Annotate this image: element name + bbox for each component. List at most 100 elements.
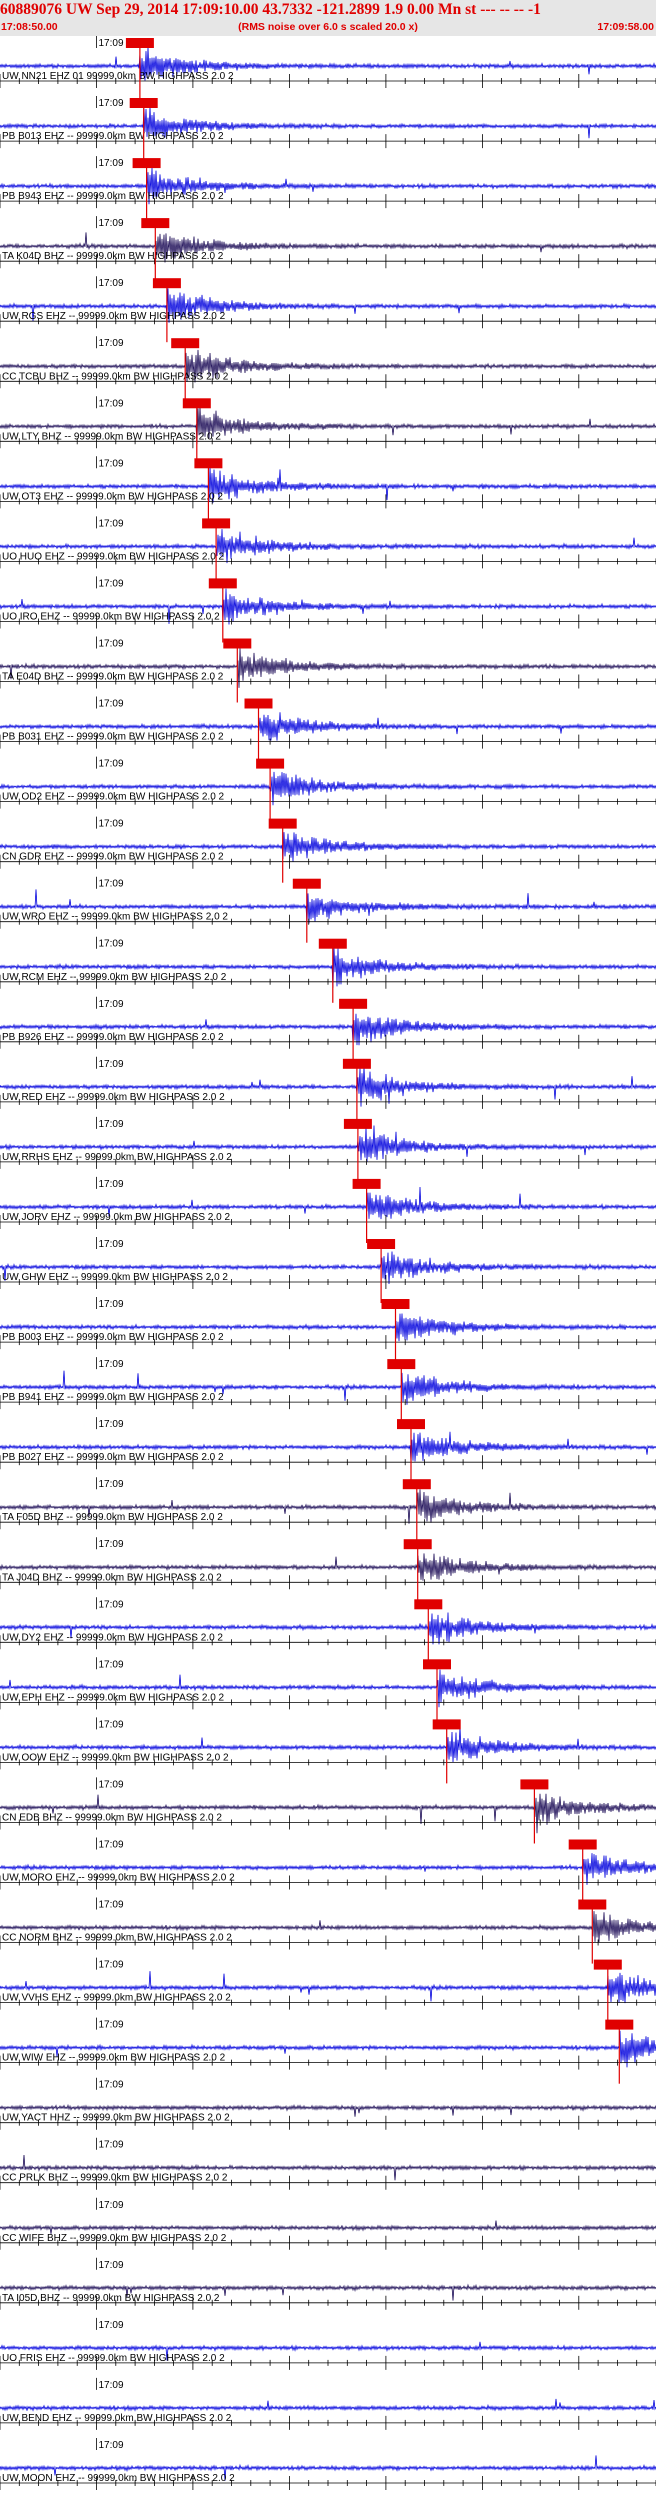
pick-flag — [194, 458, 223, 469]
station-label: UW JORV EHZ -- 99999.0km BW HIGHPASS 2.0… — [2, 1212, 230, 1223]
pick-flag — [367, 1239, 396, 1249]
waveform-trace — [0, 466, 656, 503]
station-label: TA I05D BHZ -- 99999.0km BW HIGHPASS 2.0… — [2, 2293, 220, 2304]
station-label: CC TCBU BHZ -- 99999.0km BW HIGHPASS 2.0… — [2, 371, 229, 382]
waveform-trace — [0, 1971, 656, 2004]
waveform-trace — [0, 1612, 656, 1645]
waveform-trace — [0, 889, 656, 925]
station-label: UW LTY BHZ -- 99999.0km BW HIGHPASS 2.0 … — [2, 431, 221, 442]
waveform-trace — [0, 1726, 656, 1763]
waveform-trace — [0, 1489, 656, 1524]
station-label: UW GHW EHZ -- 99999.0km BW HIGHPASS 2.0 … — [2, 1272, 228, 1283]
waveform-trace — [0, 2341, 656, 2361]
waveform-trace — [0, 1669, 656, 1708]
pick-flag — [171, 338, 200, 349]
pick-flag — [414, 1599, 443, 1610]
noise-note: (RMS noise over 6.0 s scaled 20.0 x) — [238, 21, 418, 33]
minute-label: 17:09 — [99, 158, 124, 169]
waveform-trace — [0, 106, 656, 139]
minute-label: 17:09 — [99, 2140, 124, 2151]
pick-flag — [292, 878, 321, 889]
waveform-trace — [0, 771, 656, 806]
station-label: UW MOON EHZ -- 99999.0km BW HIGHPASS 2.0… — [2, 2473, 235, 2484]
station-label: UW RED EHZ -- 99999.0km BW HIGHPASS 2.0 … — [2, 1092, 225, 1103]
waveform-trace — [0, 1066, 656, 1107]
minute-label: 17:09 — [99, 2080, 124, 2091]
minute-label: 17:09 — [99, 1059, 124, 1070]
station-label: UW RCM EHZ -- 99999.0km BW HIGHPASS 2.0 … — [2, 972, 227, 983]
station-label: UW WIW EHZ -- 99999.0km BW HIGHPASS 2.0 … — [2, 2053, 226, 2064]
station-label: UW MORO EHZ -- 99999.0km BW HIGHPASS 2.0… — [2, 1873, 235, 1884]
pick-flag — [339, 998, 368, 1009]
station-label: UW DY2 EHZ -- 99999.0km BW HIGHPASS 2.0 … — [2, 1632, 223, 1643]
pick-flag — [387, 1359, 416, 1370]
station-label: UW BEND EHZ -- 99999.0km BW HIGHPASS 2.0… — [2, 2413, 232, 2424]
pick-flag — [342, 1058, 371, 1069]
minute-label: 17:09 — [99, 2320, 124, 2331]
minute-label: 17:09 — [99, 38, 124, 49]
waveform-trace — [0, 2283, 656, 2301]
station-label: UO FRIS EHZ -- 99999.0km BW HIGHPASS 2.0… — [2, 2353, 225, 2364]
minute-label: 17:09 — [99, 2440, 124, 2451]
station-label: UW NN21 EHZ 01 99999.0km BW HIGHPASS 2.0… — [2, 71, 234, 82]
waveform-trace — [0, 1013, 656, 1046]
minute-label: 17:09 — [99, 338, 124, 349]
minute-label: 17:09 — [99, 939, 124, 950]
waveform-trace — [0, 406, 656, 445]
pick-flag — [593, 1959, 622, 1970]
pick-flag — [578, 1899, 607, 1910]
waveform-trace — [0, 712, 656, 741]
minute-label: 17:09 — [99, 1359, 124, 1370]
station-label: UW WRO EHZ -- 99999.0km BW HIGHPASS 2.0 … — [2, 912, 228, 923]
station-label: UW RGS EHZ -- 99999.0km BW HIGHPASS 2.0 … — [2, 311, 226, 322]
waveform-trace — [0, 2455, 656, 2481]
waveform-trace — [0, 2220, 656, 2234]
minute-label: 17:09 — [99, 699, 124, 710]
pick-flag — [182, 398, 211, 409]
waveform-trace — [0, 948, 656, 988]
pick-flag — [152, 278, 181, 289]
waveform-trace — [0, 1911, 656, 1943]
station-label: TA J04D BHZ -- 99999.0km BW HIGHPASS 2.0… — [2, 1572, 222, 1583]
pick-flag — [423, 1659, 451, 1670]
station-label: CN GDR EHZ -- 99999.0km BW HIGHPASS 2.0 … — [2, 852, 224, 863]
pick-flag — [129, 98, 158, 108]
station-label: PB B941 EHZ -- 99999.0km BW HIGHPASS 2.0… — [2, 1392, 224, 1403]
minute-label: 17:09 — [99, 1419, 124, 1430]
pick-flag — [223, 638, 252, 649]
waveform-trace — [0, 2103, 656, 2117]
minute-label: 17:09 — [99, 1960, 124, 1971]
station-label: UO IRO EHZ -- 99999.0km BW HIGHPASS 2.0 … — [2, 612, 220, 623]
station-label: TA K04D BHZ -- 99999.0km BW HIGHPASS 2.0… — [2, 251, 224, 262]
minute-label: 17:09 — [99, 1900, 124, 1911]
waveform-trace — [0, 167, 656, 205]
seismogram-plot: UW NN21 EHZ 01 99999.0km BW HIGHPASS 2.0… — [0, 36, 656, 2490]
station-label: PB B031 EHZ -- 99999.0km BW HIGHPASS 2.0… — [2, 732, 224, 743]
station-label: CC WIFE BHZ -- 99999.0km BW HIGHPASS 2.0… — [2, 2233, 227, 2244]
pick-flag — [381, 1299, 410, 1309]
station-label: TA F05D BHZ -- 99999.0km BW HIGHPASS 2.0… — [2, 1512, 223, 1523]
pick-flag — [568, 1839, 597, 1850]
station-label: UW YACT HHZ -- 99999.0km BW HIGHPASS 2.0… — [2, 2113, 230, 2124]
waveform-trace — [0, 1553, 656, 1581]
minute-label: 17:09 — [99, 578, 124, 589]
waveform-trace — [0, 588, 656, 625]
start-time: 17:08:50.00 — [1, 21, 58, 33]
station-label: UW OT3 EHZ -- 99999.0km BW HIGHPASS 2.0 … — [2, 491, 223, 502]
waveform-trace — [0, 647, 656, 688]
minute-label: 17:09 — [99, 1840, 124, 1851]
station-label: PB B926 EHZ -- 99999.0km BW HIGHPASS 2.0… — [2, 1032, 224, 1043]
waveform-trace — [0, 232, 656, 263]
pick-flag — [208, 578, 237, 589]
station-label: UW EPH EHZ -- 99999.0km BW HIGHPASS 2.0 … — [2, 1692, 225, 1703]
minute-label: 17:09 — [99, 1539, 124, 1550]
station-label: PB B003 EHZ -- 99999.0km BW HIGHPASS 2.0… — [2, 1332, 224, 1343]
waveform-trace — [0, 46, 656, 81]
pick-flag — [132, 158, 161, 169]
station-label: CN EDB BHZ -- 99999.0km BW HIGHPASS 2.0 … — [2, 1813, 222, 1824]
minute-label: 17:09 — [99, 1599, 124, 1610]
waveform-trace — [0, 2030, 656, 2068]
minute-label: 17:09 — [99, 1779, 124, 1790]
waveform-trace — [0, 1370, 656, 1405]
minute-label: 17:09 — [99, 278, 124, 289]
